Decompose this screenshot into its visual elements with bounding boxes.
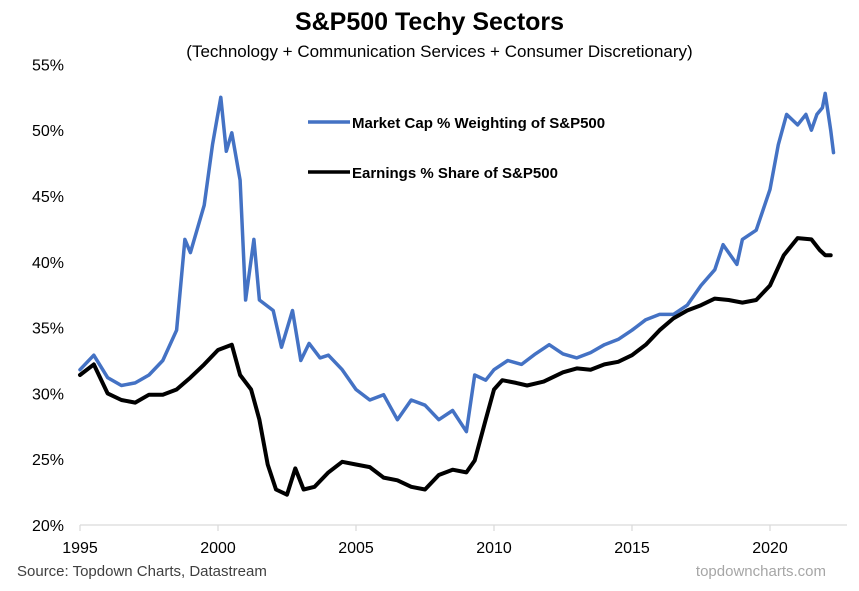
legend: Market Cap % Weighting of S&P500 Earnings… — [308, 115, 605, 182]
y-tick-label: 45% — [32, 189, 64, 206]
x-tick-label: 2020 — [752, 540, 788, 557]
x-tick-label: 2015 — [614, 540, 650, 557]
series-line-earnings — [78, 236, 833, 497]
y-tick-label: 30% — [32, 386, 64, 403]
watermark: topdowncharts.com — [695, 563, 826, 580]
legend-item: Market Cap % Weighting of S&P500 — [308, 115, 605, 132]
legend-item: Earnings % Share of S&P500 — [308, 165, 558, 182]
chart-subtitle: (Technology + Communication Services + C… — [186, 42, 693, 61]
series-line-market-cap — [78, 91, 836, 434]
y-axis: 20% 25% 30% 35% 40% 45% 50% 55% — [32, 57, 64, 535]
x-tick-label: 2000 — [200, 540, 236, 557]
series-layer — [78, 91, 836, 497]
y-tick-label: 20% — [32, 518, 64, 535]
x-axis: 1995 2000 2005 2010 2015 2020 — [62, 524, 847, 557]
y-tick-label: 50% — [32, 123, 64, 140]
source-note: Source: Topdown Charts, Datastream — [17, 563, 267, 580]
x-tick-label: 2005 — [338, 540, 374, 557]
y-tick-label: 55% — [32, 57, 64, 74]
legend-label: Earnings % Share of S&P500 — [352, 165, 558, 182]
y-tick-label: 40% — [32, 255, 64, 272]
y-tick-label: 25% — [32, 452, 64, 469]
y-tick-label: 35% — [32, 321, 64, 338]
legend-label: Market Cap % Weighting of S&P500 — [352, 115, 605, 132]
x-tick-label: 1995 — [62, 540, 98, 557]
x-tick-label: 2010 — [476, 540, 512, 557]
chart-title: S&P500 Techy Sectors — [294, 8, 565, 36]
